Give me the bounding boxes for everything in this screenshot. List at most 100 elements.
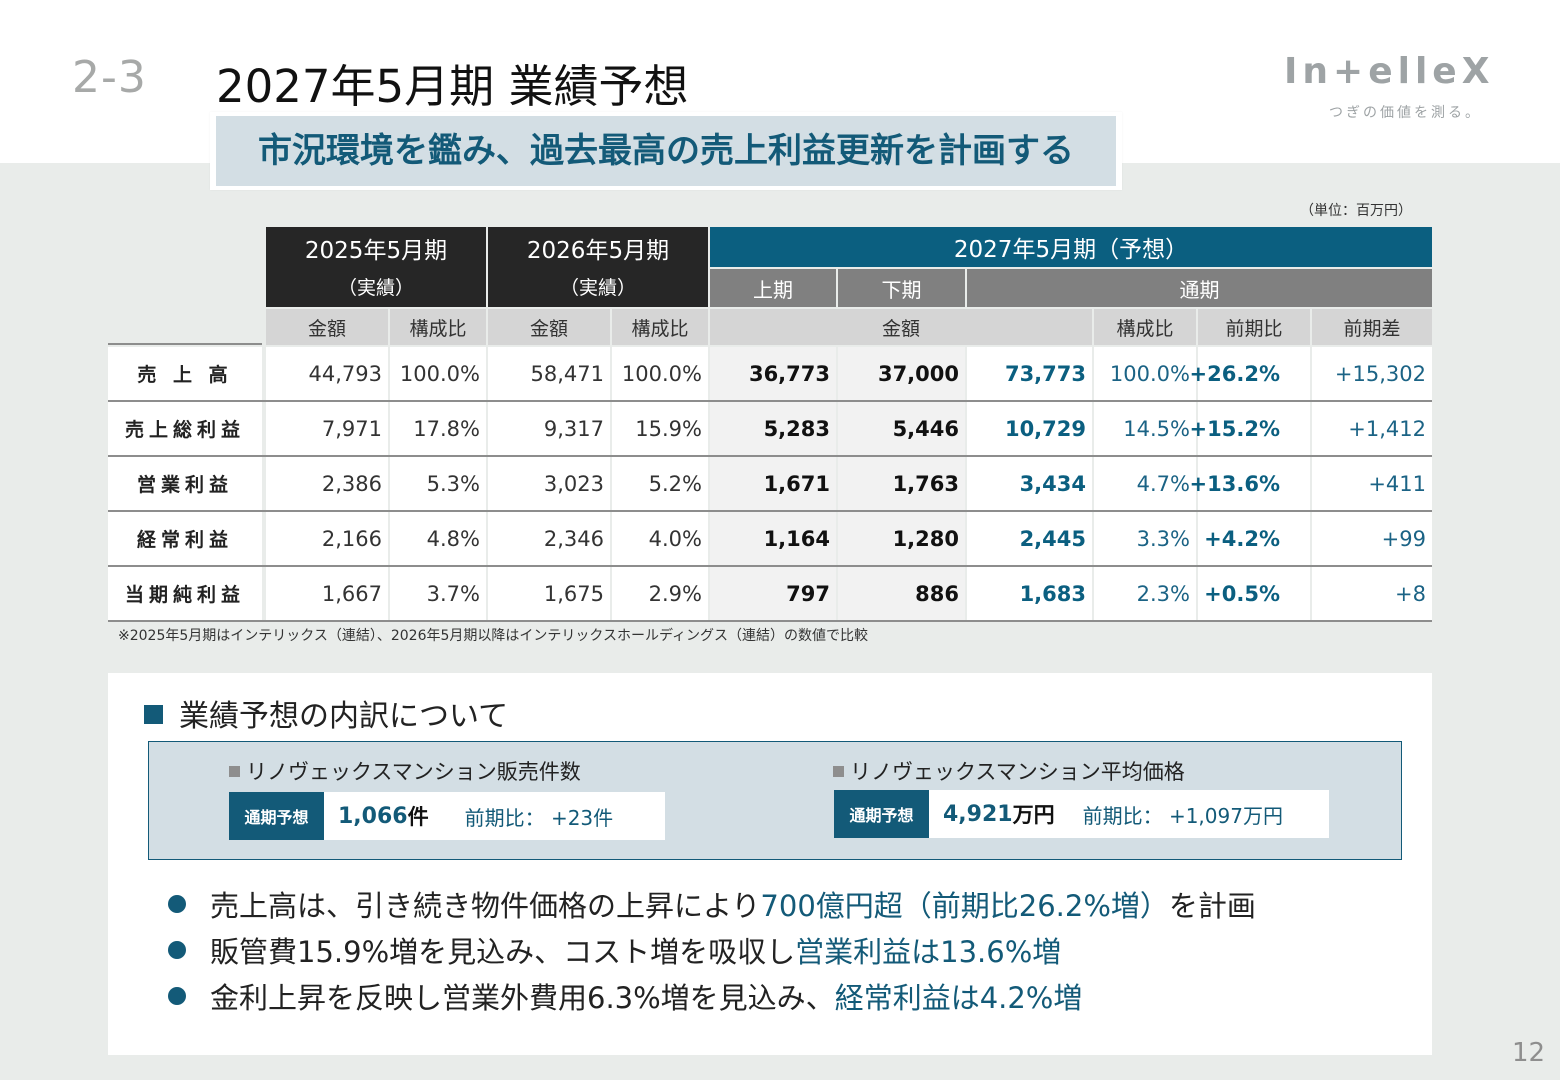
- logo-text: In+elleX: [1284, 51, 1495, 92]
- table-cell-h2: 5,446: [838, 402, 965, 455]
- bullet-text: 金利上昇を反映し営業外費用6.3%増を見込み、: [210, 981, 835, 1015]
- table-cell-fy: 3,434: [967, 457, 1092, 510]
- headline-text: 市況環境を鑑み、過去最高の売上利益更新を計画する: [216, 116, 1116, 186]
- bullet-item: 売上高は、引き続き物件価格の上昇により700億円超（前期比26.2%増）を計画: [168, 883, 1256, 929]
- row-label: 経常利益: [108, 512, 262, 565]
- bullet-dot-icon: [168, 941, 186, 959]
- table-cell-fy: 1,683: [967, 567, 1092, 620]
- table-cell-h2: 886: [838, 567, 965, 620]
- table-cell-rfy: 4.7%: [1094, 457, 1196, 510]
- kpi2-value: 4,921: [943, 801, 1013, 827]
- unit-note: （単位：百万円）: [1300, 203, 1412, 219]
- kpi1-tag: 通期予想: [229, 792, 324, 840]
- kpi1-title: リノヴェックスマンション販売件数: [229, 756, 581, 786]
- kpi2-row: 通期予想 4,921 万円 前期比： +1,097万円: [834, 790, 1329, 838]
- table-cell-rfy: 14.5%: [1094, 402, 1196, 455]
- logo-tagline: つぎの価値を測る。: [1329, 105, 1482, 121]
- kpi2-comparison: 前期比： +1,097万円: [1082, 803, 1283, 828]
- table-cell-diff: +15,302: [1312, 347, 1432, 400]
- table-cell-a25: 44,793: [266, 347, 388, 400]
- table-cell-rfy: 100.0%: [1094, 347, 1196, 400]
- header-h2: 下期: [838, 269, 965, 307]
- headline-banner: 市況環境を鑑み、過去最高の売上利益更新を計画する: [210, 112, 1122, 190]
- header-2025-actual: （実績）: [337, 276, 414, 299]
- row-label: 売上総利益: [108, 402, 262, 455]
- row-divider: [108, 455, 1432, 457]
- table-cell-r25: 4.8%: [390, 512, 486, 565]
- breakdown-heading-text: 業績予想の内訳について: [179, 699, 509, 734]
- kpi1-unit: 件: [407, 805, 429, 829]
- table-cell-a25: 2,386: [266, 457, 388, 510]
- table-cell-r25: 5.3%: [390, 457, 486, 510]
- table-cell-a26: 3,023: [488, 457, 610, 510]
- bullet-text: 売上高は、引き続き物件価格の上昇により: [210, 889, 761, 923]
- bullet-tail: を計画: [1168, 889, 1256, 923]
- header-diff: 前期差: [1312, 309, 1432, 345]
- table-cell-r26: 5.2%: [612, 457, 708, 510]
- header-2026-ratio: 構成比: [612, 309, 708, 345]
- bullet-dot-icon: [168, 987, 186, 1005]
- header-2025-ratio: 構成比: [390, 309, 486, 345]
- table-cell-h1: 36,773: [710, 347, 836, 400]
- square-bullet-icon: [144, 705, 163, 724]
- table-cell-diff: +99: [1312, 512, 1432, 565]
- footnote: ※2025年5月期はインテリックス（連結）、2026年5月期以降はインテリックス…: [118, 628, 868, 644]
- page-title: 2027年5月期 業績予想: [216, 60, 689, 113]
- table-cell-r25: 3.7%: [390, 567, 486, 620]
- table-cell-yoy: +26.2%: [1190, 347, 1310, 400]
- header-h1: 上期: [710, 269, 836, 307]
- bullet-item: 販管費15.9%増を見込み、コスト増を吸収し営業利益は13.6%増: [168, 929, 1256, 975]
- header-2026-actual: （実績）: [559, 276, 636, 299]
- bullet-highlight: 経常利益は4.2%増: [834, 981, 1083, 1015]
- kpi-box: リノヴェックスマンション販売件数 通期予想 1,066 件 前期比： +23件 リ…: [148, 741, 1402, 860]
- table-cell-a25: 7,971: [266, 402, 388, 455]
- table-cell-diff: +1,412: [1312, 402, 1432, 455]
- table-cell-diff: +411: [1312, 457, 1432, 510]
- bullet-list: 売上高は、引き続き物件価格の上昇により700億円超（前期比26.2%増）を計画 …: [168, 883, 1256, 1021]
- row-label: 当期純利益: [108, 567, 262, 620]
- bullet-dot-icon: [168, 895, 186, 913]
- table-cell-a26: 2,346: [488, 512, 610, 565]
- table-cell-r26: 15.9%: [612, 402, 708, 455]
- table-cell-a26: 9,317: [488, 402, 610, 455]
- table-cell-h1: 797: [710, 567, 836, 620]
- table-cell-a26: 1,675: [488, 567, 610, 620]
- header-2027-amount: 金額: [710, 309, 1092, 345]
- table-cell-r25: 17.8%: [390, 402, 486, 455]
- header-2026: 2026年5月期 （実績）: [488, 227, 708, 307]
- table-cell-h2: 1,280: [838, 512, 965, 565]
- kpi1-title-text: リノヴェックスマンション販売件数: [246, 760, 581, 784]
- kpi2-unit: 万円: [1012, 803, 1055, 827]
- header-full-year: 通期: [967, 269, 1432, 307]
- row-label: 売 上 高: [108, 347, 262, 400]
- header-2025-amount: 金額: [266, 309, 388, 345]
- kpi1-value: 1,066: [338, 803, 408, 829]
- breakdown-panel: 業績予想の内訳について リノヴェックスマンション販売件数 通期予想 1,066 件…: [108, 673, 1432, 1055]
- header-2026-amount: 金額: [488, 309, 610, 345]
- header-2026-period: 2026年5月期: [526, 237, 670, 264]
- table-cell-yoy: +0.5%: [1198, 567, 1310, 620]
- kpi1-row: 通期予想 1,066 件 前期比： +23件: [229, 792, 665, 840]
- gray-square-icon: [229, 766, 240, 777]
- company-logo: In+elleX つぎの価値を測る。: [1284, 51, 1495, 122]
- table-cell-fy: 10,729: [967, 402, 1092, 455]
- table-cell-h1: 1,671: [710, 457, 836, 510]
- table-cell-h2: 1,763: [838, 457, 965, 510]
- table-cell-rfy: 3.3%: [1094, 512, 1196, 565]
- table-cell-rfy: 2.3%: [1094, 567, 1196, 620]
- table-cell-fy: 2,445: [967, 512, 1092, 565]
- table-cell-yoy: +15.2%: [1190, 402, 1310, 455]
- table-cell-yoy: +13.6%: [1190, 457, 1310, 510]
- table-cell-r26: 2.9%: [612, 567, 708, 620]
- table-cell-r26: 4.0%: [612, 512, 708, 565]
- table-cell-a25: 2,166: [266, 512, 388, 565]
- row-label: 営業利益: [108, 457, 262, 510]
- section-number: 2-3: [72, 52, 147, 103]
- row-divider: [108, 565, 1432, 567]
- table-cell-h1: 1,164: [710, 512, 836, 565]
- header-2025-period: 2025年5月期: [304, 237, 448, 264]
- breakdown-heading: 業績予想の内訳について: [144, 691, 508, 735]
- table-cell-diff: +8: [1312, 567, 1432, 620]
- gray-square-icon: [833, 766, 844, 777]
- kpi2-tag: 通期予想: [834, 790, 929, 838]
